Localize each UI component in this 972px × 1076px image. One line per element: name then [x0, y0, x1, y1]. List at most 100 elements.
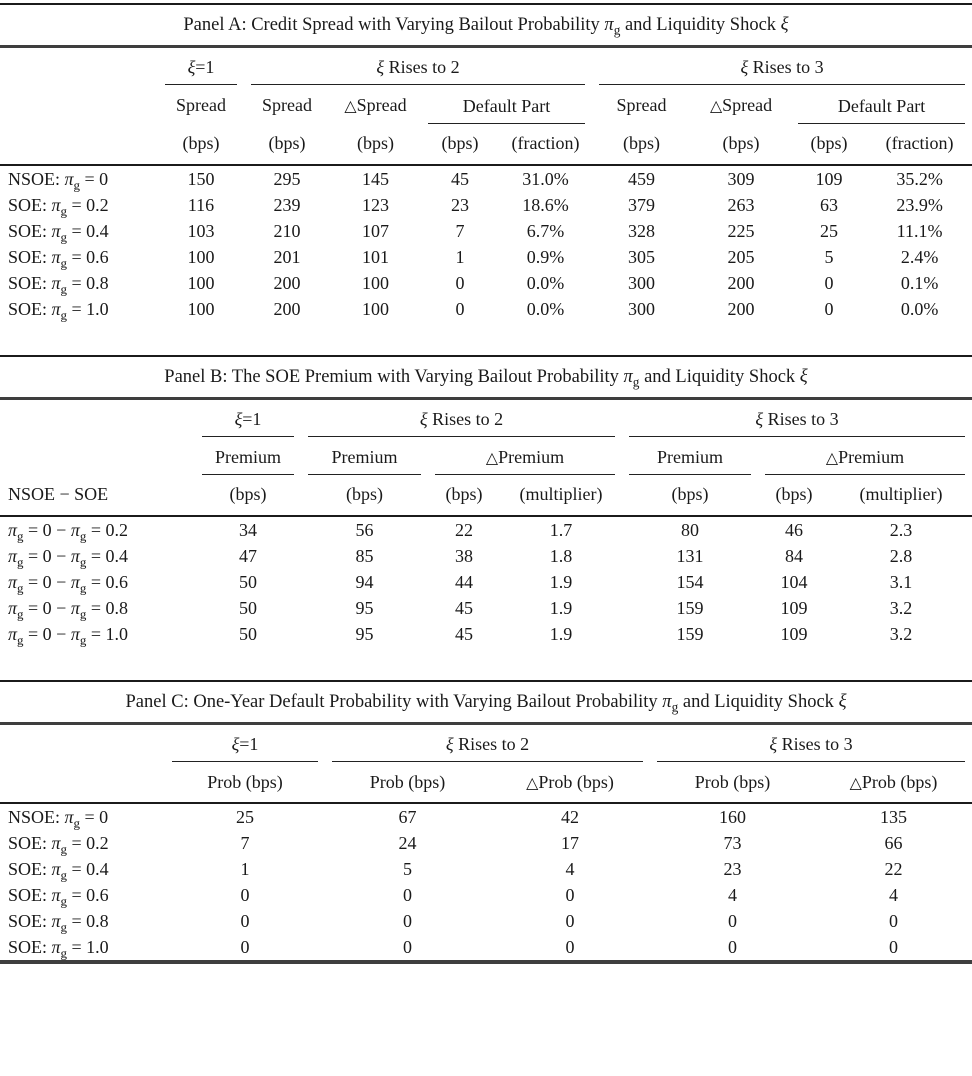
- column-header-row: Premium Premium △Premium Premium △Premiu…: [0, 437, 972, 475]
- table-cell: 2.8: [889, 545, 913, 566]
- table-cell: 135: [880, 806, 908, 827]
- table-cell: 35.2%: [896, 168, 943, 189]
- table-row: SOE: πg = 0.6 100 201 101 1 0.9% 305 205 5 2.4%: [0, 244, 972, 270]
- group-header-row: ξ=1 ξ Rises to 2 ξ Rises to 3: [0, 400, 972, 437]
- stub-cell: [0, 48, 158, 85]
- table-cell: 4: [889, 884, 899, 905]
- stub-cell: [0, 85, 158, 124]
- table-cell: 0: [824, 272, 834, 293]
- table-cell: 100: [187, 272, 215, 293]
- table-cell: 200: [273, 272, 301, 293]
- column-header: Prob (bps): [207, 771, 283, 792]
- table-cell: 0.0%: [526, 298, 565, 319]
- column-header: Spread: [616, 95, 667, 115]
- panel-b-title: Panel B: The SOE Premium with Varying Ba…: [0, 357, 972, 400]
- stub-cell: [0, 762, 165, 803]
- table-cell: 23: [723, 858, 742, 879]
- table-cell: 6.7%: [526, 220, 565, 241]
- cmidrule: ξ=1: [202, 400, 294, 437]
- table-cell: 95: [355, 597, 374, 618]
- table-row: πg = 0 − πg = 0.6 50 94 44 1.9 154 104 3.1: [0, 569, 972, 595]
- group-header: ξ=1: [158, 48, 244, 85]
- table-row: SOE: πg = 0.2 116 239 123 23 18.6% 379 263 63 23.…: [0, 192, 972, 218]
- table-cell: 23: [451, 194, 469, 215]
- table-cell: 109: [780, 623, 808, 644]
- table-row: πg = 0 − πg = 0.2 34 56 22 1.7 80 46 2.3: [0, 516, 972, 543]
- unit-header: (bps): [722, 132, 760, 153]
- unit-header-row: (bps) (bps) (bps) (bps) (fraction) (bps)…: [0, 124, 972, 165]
- table-row: SOE: πg = 1.0 100 200 100 0 0.0% 300 200 0 0.0%: [0, 296, 972, 322]
- table-cell: 0.0%: [900, 298, 939, 319]
- table-cell: 7: [455, 220, 465, 241]
- column-header-row: Spread Spread △Spread Default Part Sprea…: [0, 85, 972, 124]
- column-header: △Prob (bps): [849, 771, 938, 792]
- group-header: ξ Rises to 3: [592, 48, 972, 85]
- cmidrule: ξ=1: [165, 48, 237, 85]
- table-cell: 0: [565, 884, 575, 905]
- stub-cell: [0, 437, 195, 475]
- unit-header: (bps): [775, 483, 813, 504]
- table-cell: 0: [455, 272, 465, 293]
- table-cell: 3.2: [889, 597, 913, 618]
- table-cell: 45: [455, 597, 473, 618]
- table-cell: 38: [455, 545, 473, 566]
- table-cell: 95: [355, 623, 374, 644]
- table-cell: 123: [362, 194, 389, 215]
- table-row: πg = 0 − πg = 0.8 50 95 45 1.9 159 109 3.2: [0, 595, 972, 621]
- table-cell: 239: [273, 194, 301, 215]
- cmidrule: ξ=1: [172, 725, 318, 762]
- column-header: △Premium: [758, 437, 972, 475]
- table-cell: 2.4%: [900, 246, 939, 267]
- row-label: SOE: πg = 0.8: [8, 272, 109, 297]
- table-cell: 2.3: [889, 519, 913, 540]
- unit-header: (fraction): [885, 132, 954, 153]
- row-label: πg = 0 − πg = 1.0: [8, 623, 128, 648]
- table-cell: 11.1%: [896, 220, 943, 241]
- table-cell: 1.8: [549, 545, 573, 566]
- table-cell: 94: [355, 571, 374, 592]
- table-cell: 4: [728, 884, 738, 905]
- table-cell: 104: [780, 571, 808, 592]
- table-cell: 80: [681, 519, 700, 540]
- table-cell: 0: [403, 910, 412, 931]
- group-header: ξ Rises to 2: [244, 48, 592, 85]
- table-cell: 56: [355, 519, 374, 540]
- cmidrule: ξ Rises to 3: [657, 725, 966, 762]
- unit-header: (multiplier): [859, 483, 943, 504]
- unit-header: (bps): [810, 132, 848, 153]
- column-header: Default Part: [791, 85, 972, 124]
- cmidrule: ξ Rises to 2: [308, 400, 616, 437]
- table-cell: 5: [824, 246, 834, 267]
- table-cell: 103: [187, 220, 215, 241]
- table-cell: 46: [785, 519, 804, 540]
- table-cell: 160: [719, 806, 747, 827]
- table-row: SOE: πg = 0.8 100 200 100 0 0.0% 300 200 0 0.1%: [0, 270, 972, 296]
- unit-header: (bps): [268, 132, 306, 153]
- unit-header: (bps): [346, 483, 383, 504]
- cmidrule: ξ Rises to 3: [629, 400, 966, 437]
- table-cell: 300: [628, 298, 656, 319]
- table-cell: 3.2: [889, 623, 913, 644]
- unit-header: (bps): [357, 132, 394, 153]
- row-label: SOE: πg = 1.0: [8, 936, 109, 961]
- cmidrule: ξ Rises to 3: [599, 48, 966, 85]
- table-cell: 0.9%: [526, 246, 565, 267]
- table-cell: 0: [565, 910, 575, 931]
- table-cell: 0: [728, 910, 738, 931]
- panel-a: Panel A: Credit Spread with Varying Bail…: [0, 3, 972, 322]
- table-cell: 0: [889, 910, 899, 931]
- table-cell: 25: [236, 806, 254, 827]
- table-row: SOE: πg = 0.6 0 0 0 4 4: [0, 882, 972, 908]
- table-cell: 225: [727, 220, 755, 241]
- column-header: Premium: [301, 437, 428, 475]
- column-header: Default Part: [421, 85, 592, 124]
- column-header: Premium: [622, 437, 758, 475]
- table-cell: 45: [451, 168, 469, 189]
- table-cell: 100: [362, 298, 389, 319]
- table-cell: 295: [273, 168, 301, 189]
- table-cell: 1.9: [549, 623, 573, 644]
- panel-c: Panel C: One-Year Default Probability wi…: [0, 679, 972, 964]
- table-cell: 23.9%: [896, 194, 943, 215]
- table-cell: 31.0%: [522, 168, 569, 189]
- table-cell: 44: [455, 571, 473, 592]
